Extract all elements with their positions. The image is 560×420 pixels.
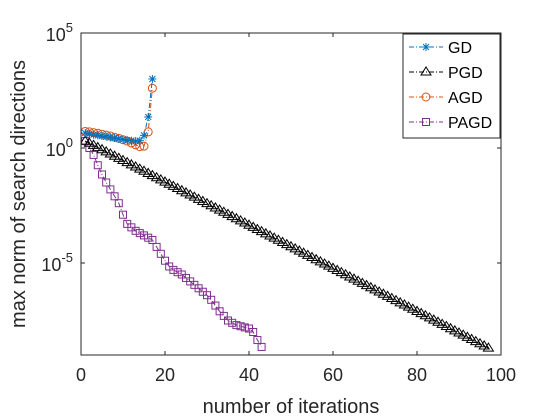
x-tick-label: 60: [323, 365, 343, 385]
asterisk-stroke: [136, 137, 144, 144]
x-axis-label: number of iterations: [203, 396, 380, 418]
x-tick-label: 20: [155, 365, 175, 385]
point-pgd: [482, 342, 495, 352]
point-gd: [140, 131, 148, 140]
point-agd: [139, 141, 149, 151]
point-pagd: [211, 301, 220, 310]
legend-marker-pgd: [420, 66, 432, 76]
series-pgd: [81, 135, 495, 352]
point-gd: [119, 135, 127, 144]
series-gd: [81, 75, 157, 146]
point-pagd: [93, 161, 102, 170]
chart-marks: [81, 75, 495, 352]
point-pagd: [215, 307, 224, 316]
asterisk-stroke: [149, 75, 156, 83]
point-pagd: [114, 199, 123, 208]
point-pagd: [152, 242, 161, 251]
point-gd: [102, 132, 111, 141]
point-gd: [81, 129, 90, 138]
y-tick-exponent: -5: [61, 250, 73, 265]
point-pagd: [102, 178, 111, 187]
point-pagd: [148, 236, 157, 244]
y-tick-exponent: 5: [66, 20, 73, 35]
x-tick-label: 80: [407, 365, 427, 385]
asterisk-stroke: [140, 131, 148, 139]
point-pagd: [131, 226, 140, 235]
y-tick-base: 10: [41, 255, 61, 275]
point-gd: [148, 75, 157, 83]
point-pagd: [106, 185, 115, 194]
point-pagd: [140, 231, 148, 240]
point-pagd: [228, 318, 237, 327]
point-gd: [98, 132, 106, 141]
x-tick-label: 0: [76, 365, 86, 385]
legend-marker-pagd: [422, 118, 430, 126]
y-tick-base: 10: [46, 140, 66, 160]
series-line-pagd: [84, 140, 263, 348]
point-gd: [93, 131, 102, 140]
point-pagd: [173, 268, 182, 277]
point-pagd: [135, 229, 144, 238]
asterisk-stroke: [144, 113, 152, 121]
legend-entry-pagd: PAGD: [409, 115, 492, 132]
legend-label-pagd: PAGD: [448, 115, 492, 132]
legend-entry-agd: AGD: [409, 90, 483, 107]
point-pagd: [156, 249, 165, 258]
point-pagd: [253, 336, 262, 345]
y-tick-label: 105: [46, 20, 73, 45]
legend-entry-gd: GD: [409, 40, 472, 57]
point-pagd: [207, 295, 216, 304]
point-pagd: [169, 265, 178, 274]
asterisk-stroke: [86, 130, 93, 138]
y-axis-label: max norm of search directions: [8, 60, 30, 328]
point-pagd: [203, 291, 211, 300]
y-tick-label: 10-5: [41, 250, 73, 275]
point-gd: [144, 112, 153, 121]
point-gd: [106, 133, 115, 142]
point-gd: [110, 134, 119, 143]
point-pagd: [232, 321, 241, 330]
point-pagd: [119, 210, 127, 219]
legend-marker-agd: [421, 92, 431, 102]
y-tick-label: 100: [46, 135, 73, 160]
y-tick-base: 10: [46, 25, 66, 45]
x-tick-label: 100: [486, 365, 516, 385]
point-pagd: [161, 256, 169, 265]
legend: GD PGD AGD PAGD: [402, 33, 501, 139]
point-pagd: [110, 192, 119, 201]
y-tick-exponent: 0: [66, 135, 73, 150]
point-pagd: [257, 342, 266, 351]
point-pagd: [240, 323, 249, 332]
point-pagd: [89, 150, 98, 159]
point-gd: [114, 134, 123, 143]
legend-label-pgd: PGD: [448, 65, 483, 82]
point-pagd: [224, 316, 232, 325]
point-pagd: [236, 322, 245, 331]
legend-entry-pgd: PGD: [409, 65, 483, 82]
asterisk-stroke: [422, 43, 430, 51]
point-pagd: [98, 170, 106, 179]
point-gd: [135, 136, 144, 145]
legend-marker-gd: [422, 43, 430, 51]
point-gd: [89, 130, 98, 139]
plot-box: [80, 32, 502, 356]
point-agd: [147, 83, 157, 93]
point-gd: [85, 129, 94, 138]
point-pagd: [219, 311, 228, 320]
point-pagd: [144, 233, 153, 242]
x-tick-label: 40: [239, 365, 259, 385]
legend-label-gd: GD: [448, 40, 472, 57]
legend-box: [402, 33, 501, 139]
point-pagd: [249, 328, 258, 336]
legend-label-agd: AGD: [448, 90, 483, 107]
